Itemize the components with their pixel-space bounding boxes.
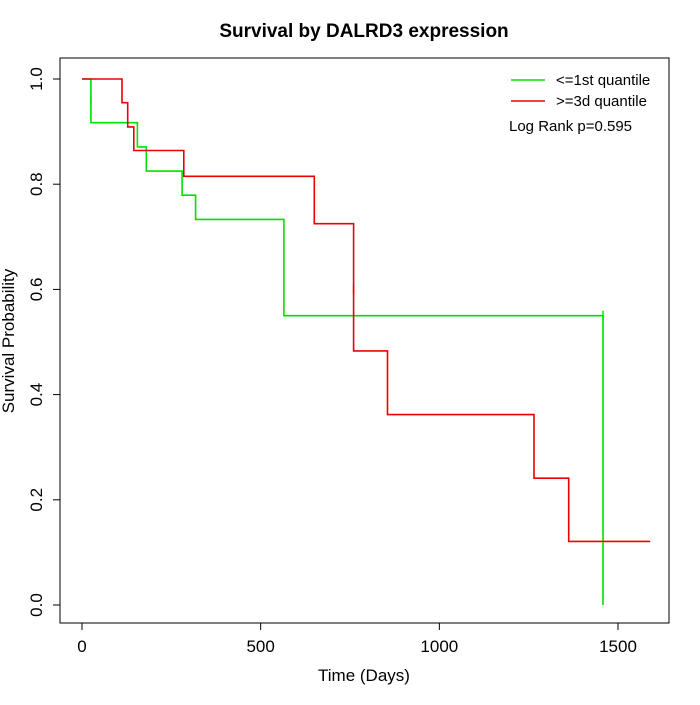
legend: <=1st quantile >=3d quantile [511, 72, 650, 110]
x-tick-label: 1000 [420, 637, 458, 656]
x-axis-title: Time (Days) [318, 666, 410, 685]
x-tick-label: 0 [77, 637, 86, 656]
x-tick-label: 500 [246, 637, 274, 656]
y-tick-label: 0.4 [27, 383, 46, 407]
logrank-annotation: Log Rank p=0.595 [509, 118, 632, 135]
y-axis-title: Survival Probability [0, 268, 18, 413]
y-tick-label: 0.8 [27, 172, 46, 196]
legend-label-1: <=1st quantile [556, 72, 650, 89]
y-tick-label: 0.6 [27, 278, 46, 302]
x-tick-label: 1500 [599, 637, 637, 656]
y-tick-label: 0.0 [27, 593, 46, 617]
plot-frame [59, 57, 670, 624]
y-tick-label: 1.0 [27, 67, 46, 91]
chart-title: Survival by DALRD3 expression [219, 21, 508, 42]
y-axis: 0.0 0.2 0.4 0.6 0.8 1.0 [27, 67, 61, 617]
series-layer [82, 78, 651, 605]
series-line-1 [82, 78, 604, 605]
x-axis: 0 500 1000 1500 [77, 622, 637, 656]
series-line-2 [82, 78, 651, 543]
y-tick-label: 0.2 [27, 488, 46, 512]
legend-label-2: >=3d quantile [556, 93, 647, 110]
